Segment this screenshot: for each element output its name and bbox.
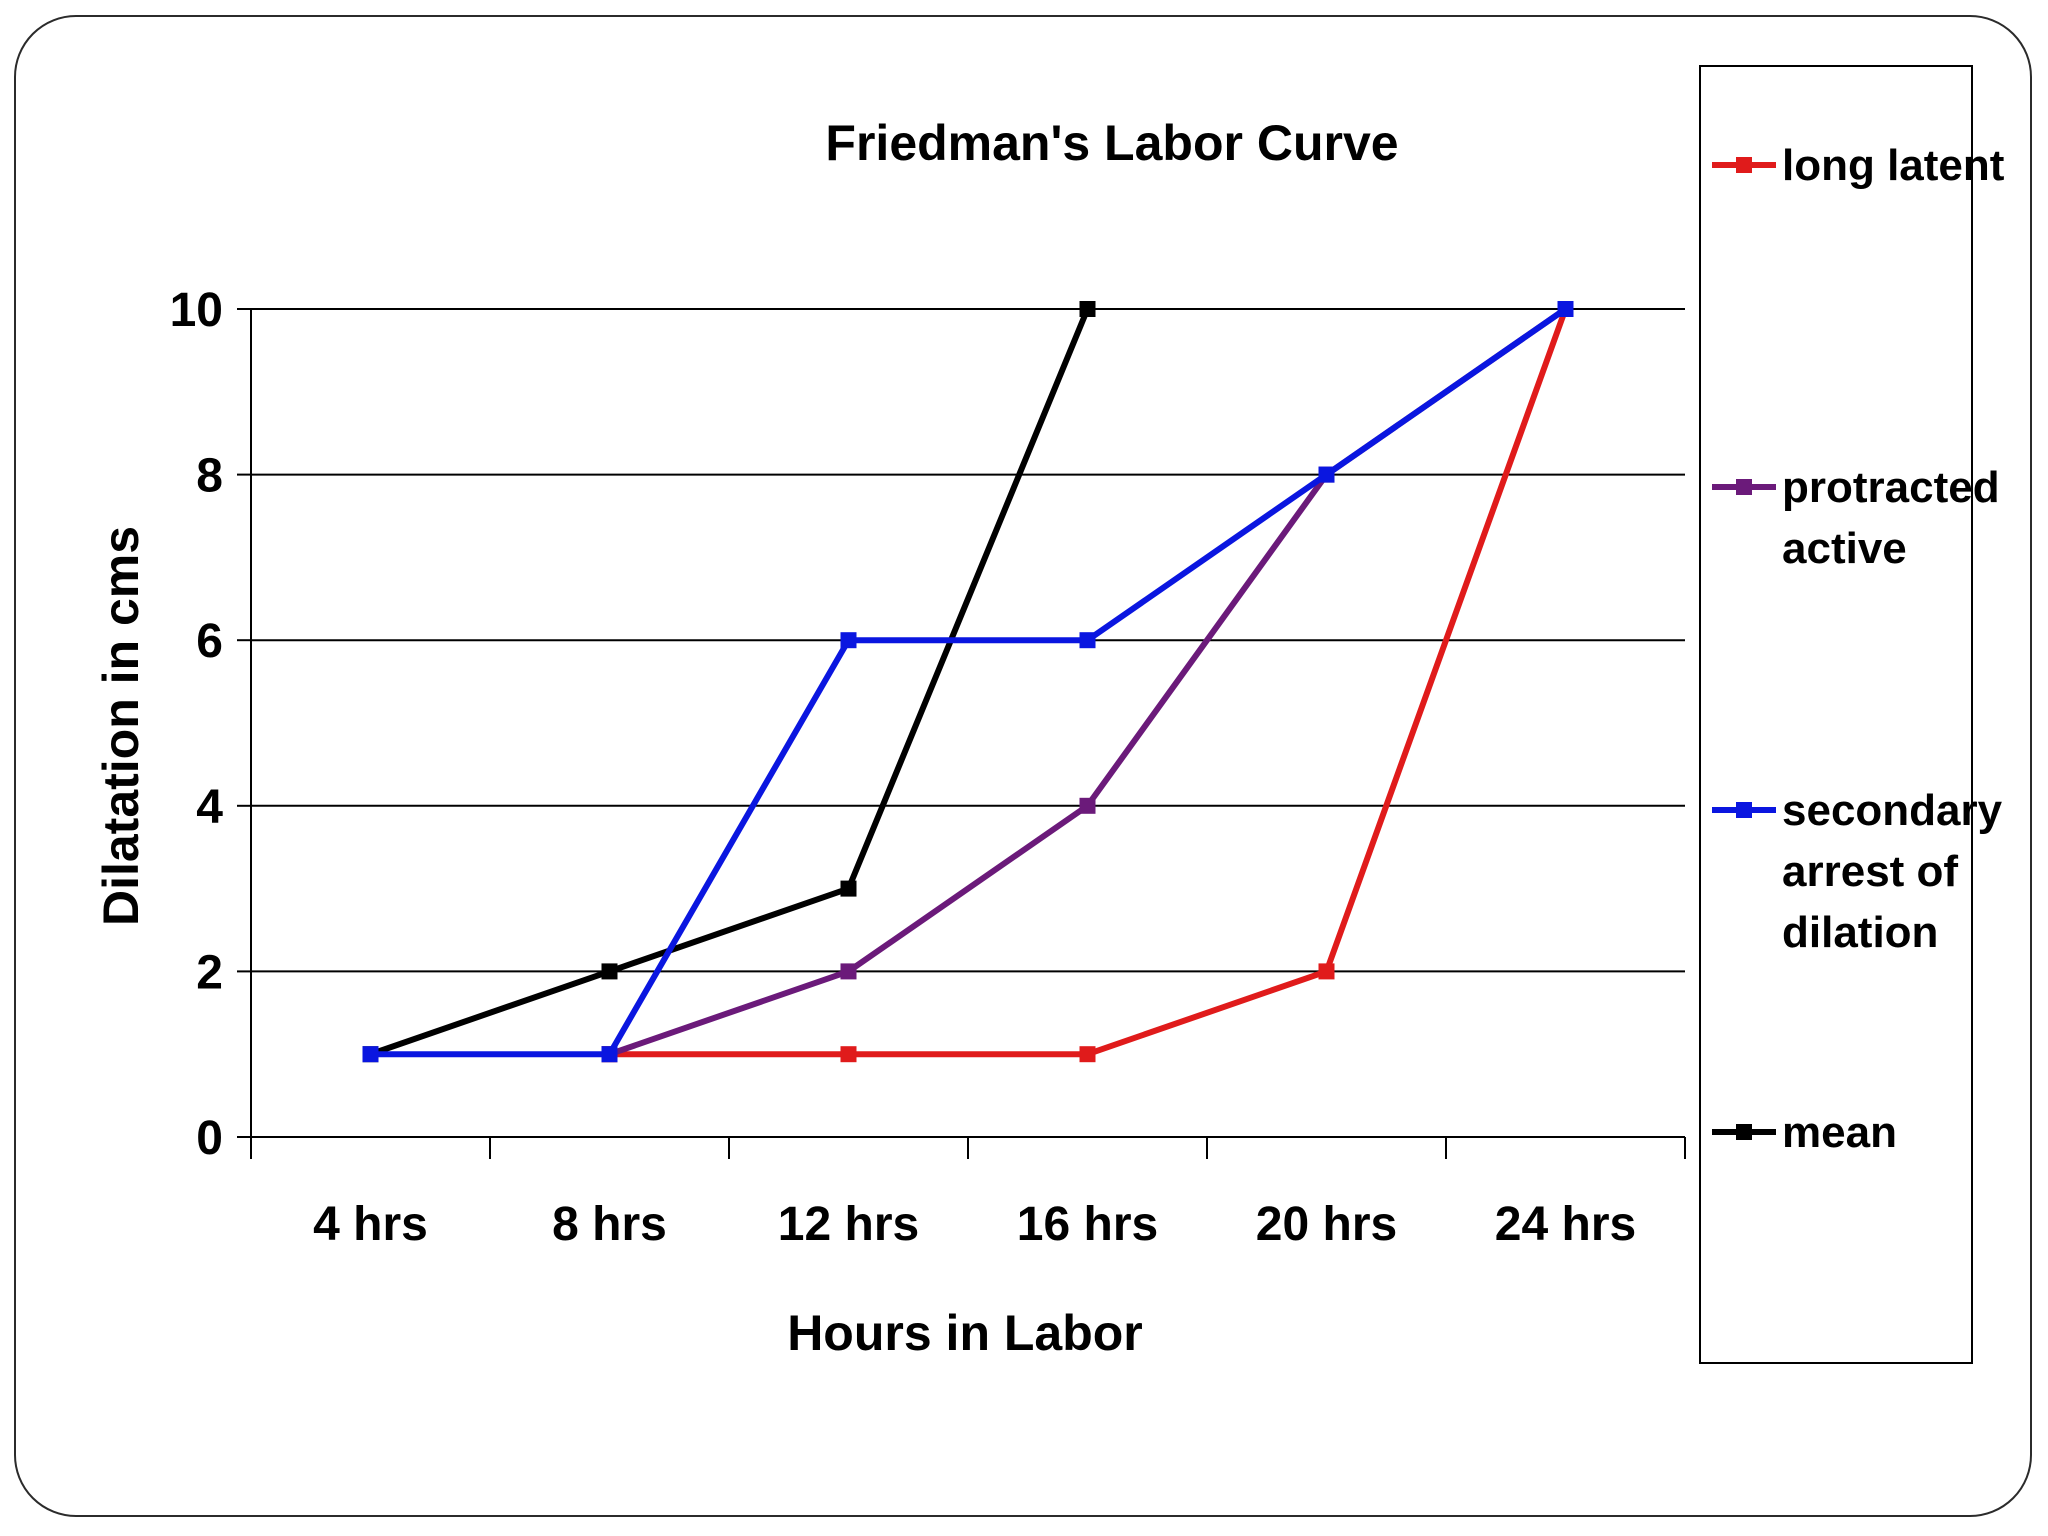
legend-label-mean: mean — [1782, 1108, 1897, 1157]
x-tick-label: 16 hrs — [1017, 1198, 1158, 1251]
y-tick-label: 10 — [170, 284, 223, 337]
legend-marker-long-latent — [1736, 157, 1752, 173]
data-point-secondary-arrest-of-dilation — [1557, 301, 1574, 317]
data-point-long-latent — [1318, 963, 1335, 980]
data-point-secondary-arrest-of-dilation — [1318, 466, 1335, 483]
x-tick-label: 4 hrs — [313, 1198, 428, 1251]
data-point-secondary-arrest-of-dilation — [840, 632, 857, 649]
legend: long latent protracted active secondary arre… — [1712, 141, 2005, 1157]
gridlines — [251, 308, 1685, 973]
data-point-secondary-arrest-of-dilation — [601, 1046, 618, 1063]
x-axis: 4 hrs 8 hrs 12 hrs 16 hrs 20 hrs 24 hrs — [237, 1136, 1686, 1251]
y-tick-label: 4 — [196, 781, 223, 834]
x-tick-label: 20 hrs — [1256, 1198, 1397, 1251]
legend-label-long-latent: long latent — [1782, 141, 2005, 190]
data-point-long-latent — [1079, 1046, 1096, 1063]
data-point-secondary-arrest-of-dilation — [362, 1046, 379, 1063]
data-point-long-latent — [840, 1046, 857, 1063]
x-tick-label: 24 hrs — [1495, 1198, 1636, 1251]
legend-label-protracted-active: active — [1782, 524, 1907, 573]
x-tick-label: 8 hrs — [552, 1198, 667, 1251]
slide-frame — [14, 15, 2032, 1517]
legend-label-protracted-active: protracted — [1782, 463, 2000, 512]
x-tick-label: 12 hrs — [778, 1198, 919, 1251]
legend-marker-protracted-active — [1736, 479, 1752, 495]
legend-marker-secondary-arrest-of-dilation — [1736, 802, 1752, 818]
series-line-secondary-arrest-of-dilation — [370, 306, 1568, 1058]
data-point-secondary-arrest-of-dilation — [1079, 632, 1096, 649]
series-lines — [362, 301, 1574, 1063]
legend-label-secondary-arrest-of-dilation: dilation — [1782, 908, 1938, 957]
legend-label-secondary-arrest-of-dilation: arrest of — [1782, 847, 1958, 896]
series-line-protracted-active — [608, 306, 1568, 1058]
legend-marker-mean — [1736, 1124, 1752, 1140]
series-line-long-latent — [609, 307, 1569, 1058]
chart-title: Friedman's Labor Curve — [825, 115, 1398, 171]
y-tick-label: 2 — [196, 946, 223, 999]
y-tick-label: 8 — [196, 450, 223, 503]
y-axis-title: Dilatation in cms — [93, 526, 149, 926]
y-tick-label: 6 — [196, 615, 223, 668]
data-point-protracted-active — [1079, 797, 1096, 814]
y-axis: 0 2 4 6 8 10 — [170, 284, 252, 1165]
data-point-mean — [840, 880, 857, 897]
data-point-protracted-active — [840, 963, 857, 980]
y-tick-label: 0 — [196, 1112, 223, 1165]
data-point-mean — [601, 963, 618, 980]
legend-label-secondary-arrest-of-dilation: secondary — [1782, 786, 2003, 835]
x-axis-title: Hours in Labor — [787, 1305, 1143, 1361]
legend-box — [1699, 65, 1973, 1364]
data-point-mean — [1079, 301, 1096, 317]
series-line-mean — [369, 307, 1091, 1058]
